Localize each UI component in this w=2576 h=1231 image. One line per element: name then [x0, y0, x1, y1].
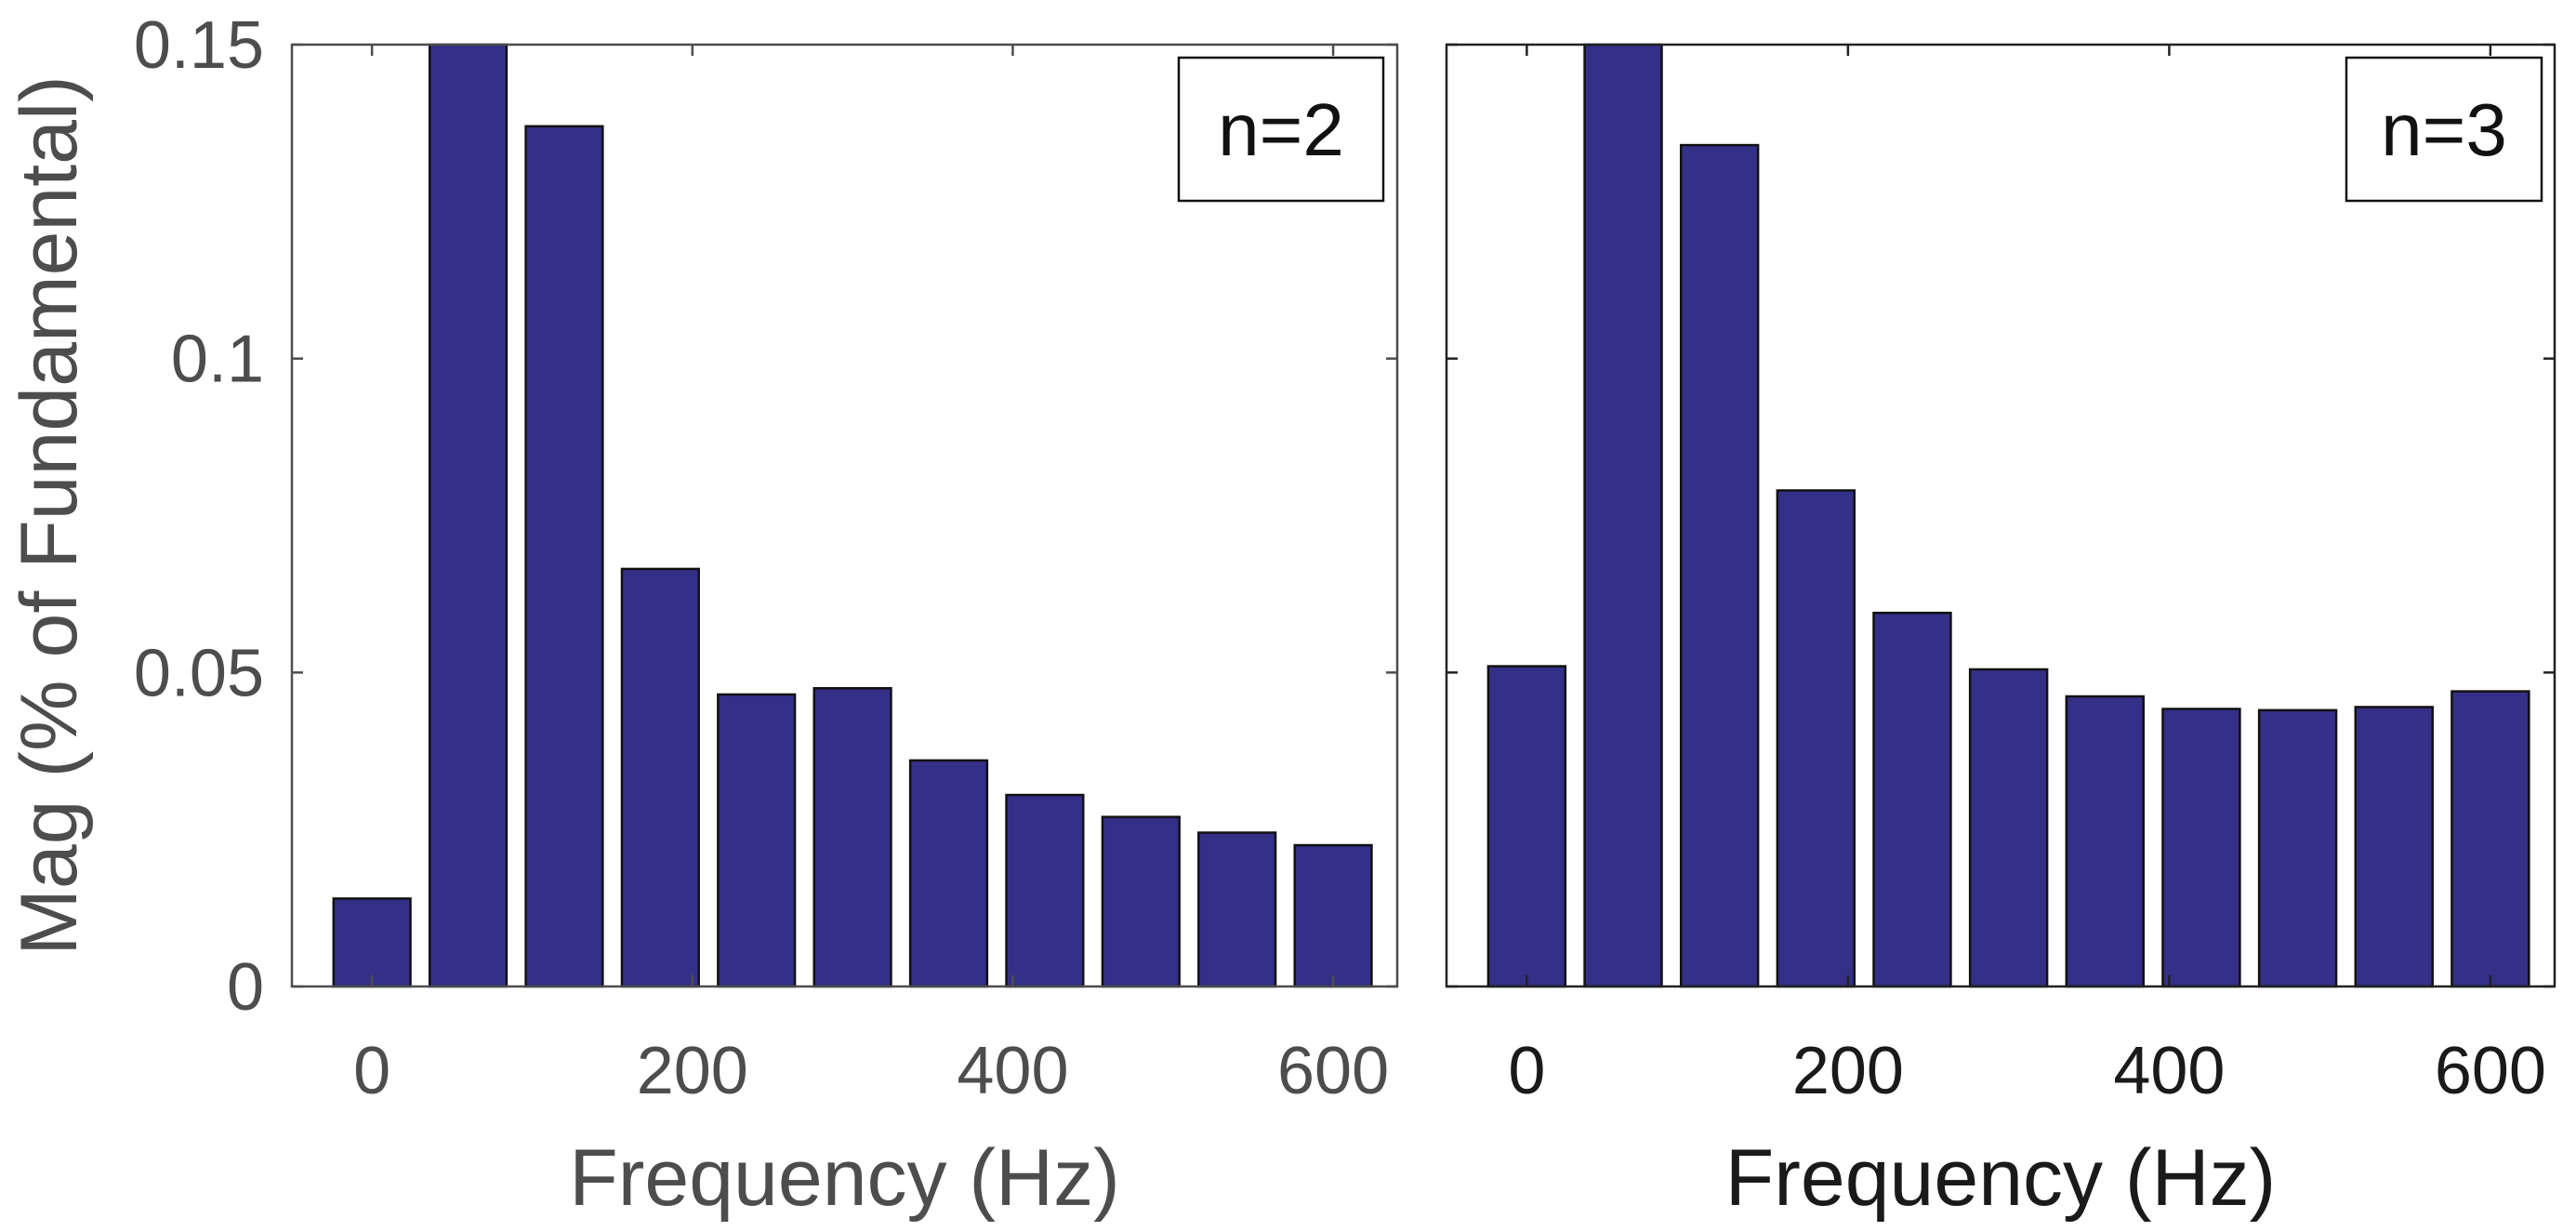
legend-box: n=3	[2345, 56, 2543, 203]
bar-540hz	[2354, 706, 2434, 988]
x-tick-label: 200	[1792, 1034, 1904, 1108]
legend-label: n=3	[2381, 88, 2507, 171]
legend-box: n=2	[1177, 56, 1385, 203]
x-tick-label: 400	[957, 1034, 1068, 1108]
bar-300hz	[812, 686, 892, 988]
chart-panel-n2: 0 0.05 0.1 0.15 0 200 400 600 Frequency (Hz) M…	[5, 8, 1399, 1223]
x-tick-label: 200	[637, 1034, 748, 1108]
bar-series	[1486, 43, 2530, 988]
y-tick-label: 0.1	[171, 323, 264, 397]
bar-480hz	[1101, 815, 1181, 988]
x-tick-label: 400	[2113, 1034, 2225, 1108]
bar-series	[332, 43, 1373, 988]
bar-420hz	[2161, 708, 2241, 988]
bar-360hz	[2065, 695, 2146, 988]
x-tick-label: 600	[1277, 1034, 1389, 1108]
bar-60hz	[428, 43, 509, 988]
y-tick-label: 0.05	[134, 636, 264, 710]
bar-240hz	[717, 693, 797, 988]
bar-240hz	[1872, 611, 1952, 988]
x-axis-title: Frequency (Hz)	[569, 1133, 1120, 1223]
legend-frame	[1177, 56, 1385, 203]
axis-ticks	[1447, 43, 2555, 988]
plot-frame	[290, 43, 1399, 988]
y-tick-label: 0.15	[134, 8, 264, 83]
legend-label: n=2	[1218, 88, 1344, 171]
bar-0hz	[1486, 665, 1567, 988]
bar-420hz	[1005, 793, 1085, 988]
bar-600hz	[2451, 690, 2530, 988]
chart-panel-n3: 0 200 400 600 Frequency (Hz) n=3	[1445, 43, 2556, 1223]
y-tick-labels: 0 0.05 0.1 0.15	[134, 8, 264, 1025]
axis-ticks	[292, 43, 1397, 988]
bar-480hz	[2257, 708, 2338, 988]
x-tick-labels: 0 200 400 600	[353, 1034, 1389, 1108]
x-axis-title: Frequency (Hz)	[1725, 1133, 2277, 1223]
bar-360hz	[908, 759, 989, 988]
x-tick-labels: 0 200 400 600	[1508, 1034, 2546, 1108]
bar-180hz	[1776, 489, 1856, 988]
bar-540hz	[1197, 831, 1277, 988]
y-axis-title: Mag (% of Fundamental)	[5, 75, 94, 955]
axes-box	[1445, 43, 2556, 988]
legend-frame	[2345, 56, 2543, 203]
bar-120hz	[1679, 143, 1760, 988]
bar-0hz	[332, 897, 412, 988]
x-tick-label: 600	[2435, 1034, 2546, 1108]
axes-box	[290, 43, 1399, 988]
x-tick-label: 0	[1508, 1034, 1545, 1108]
bar-60hz	[1583, 43, 1663, 988]
bar-120hz	[524, 125, 604, 988]
y-tick-label: 0	[227, 950, 264, 1025]
x-tick-label: 0	[353, 1034, 390, 1108]
bar-300hz	[1968, 668, 2049, 988]
bar-180hz	[620, 567, 700, 988]
bar-600hz	[1293, 843, 1373, 988]
plot-frame	[1445, 43, 2556, 988]
